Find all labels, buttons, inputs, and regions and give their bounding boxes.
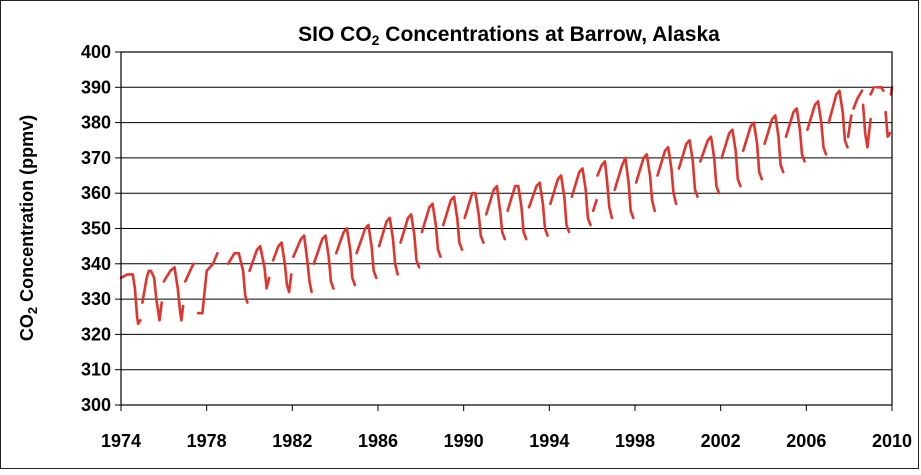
co2-series-segment-34 [827, 89, 849, 149]
y-tick-label: 320 [81, 324, 111, 344]
y-tick-labels: 300 310 320 330 340 350 360 370 380 390 400 [81, 42, 121, 415]
co2-series-segment-30 [741, 121, 764, 181]
co2-series-segment-22 [591, 199, 598, 213]
co2-series-segment-29 [720, 128, 742, 188]
co2-series-segment-19 [527, 181, 549, 237]
co2-series-segment-11 [355, 223, 378, 280]
co2-series-segment-28 [698, 135, 721, 195]
x-tick-label: 1978 [187, 431, 227, 451]
co2-series-segment-26 [656, 146, 678, 206]
y-tick-label: 380 [81, 113, 111, 133]
x-tick-label: 2010 [872, 431, 912, 451]
y-tick-label: 310 [81, 360, 111, 380]
y-tick-label: 390 [81, 77, 111, 97]
y-tick-label: 300 [81, 395, 111, 415]
x-tick-label: 1982 [272, 431, 312, 451]
co2-series-segment-2 [162, 265, 185, 322]
co2-series-segment-33 [806, 100, 828, 156]
co2-series-segment-27 [677, 139, 699, 198]
y-axis-label: CO2 Concentration (ppmv) [17, 115, 40, 341]
co2-series-segment-23 [596, 160, 614, 220]
x-tick-label: 1998 [615, 431, 655, 451]
co2-series-segment-18 [506, 184, 528, 241]
plot-area-border [120, 51, 893, 406]
series-lines [119, 86, 894, 326]
co2-series-segment-6 [248, 244, 271, 290]
co2-series-segment-38 [869, 86, 876, 96]
co2-series-segment-20 [549, 174, 571, 234]
co2-series-segment-9 [312, 234, 335, 290]
y-tick-label: 340 [81, 254, 111, 274]
chart-title: SIO CO2 Concentrations at Barrow, Alaska [298, 23, 720, 48]
co2-series-segment-3 [184, 262, 196, 283]
co2-series-segment-13 [399, 213, 421, 269]
co2-series-segment-1 [141, 269, 163, 322]
co2-series-segment-8 [292, 234, 313, 294]
co2-series-segment-10 [334, 227, 357, 287]
co2-series-segment-32 [784, 107, 806, 163]
y-tick-label: 330 [81, 289, 111, 309]
co2-series-segment-35 [846, 114, 853, 138]
y-tick-label: 370 [81, 148, 111, 168]
x-tick-label: 1986 [358, 431, 398, 451]
co2-series-segment-15 [441, 195, 464, 251]
co2-series-segment-24 [613, 156, 635, 220]
co2-series-segment-40 [884, 110, 892, 138]
co2-series-segment-39 [875, 86, 885, 93]
co2-series-segment-12 [377, 216, 400, 276]
y-tick-label: 350 [81, 219, 111, 239]
co2-series-segment-0 [119, 273, 142, 326]
co2-series-segment-17 [484, 184, 507, 241]
x-tick-label: 2006 [786, 431, 826, 451]
co2-series-segment-31 [763, 114, 785, 174]
co2-series-segment-36 [852, 89, 864, 110]
co2-series-segment-7 [271, 241, 293, 294]
y-tick-label: 400 [81, 42, 111, 62]
x-tick-labels: 1974 1978 1982 1986 1990 1994 1998 2002 2006 2010 [101, 405, 912, 451]
x-tick-label: 2002 [701, 431, 741, 451]
co2-series-segment-37 [861, 103, 872, 149]
gridlines [121, 51, 892, 406]
co2-series-segment-14 [420, 202, 442, 258]
x-tick-label: 1974 [101, 431, 141, 451]
x-tick-label: 1994 [529, 431, 569, 451]
co2-series-segment-25 [634, 153, 657, 213]
co2-series-segment-16 [463, 191, 485, 244]
x-tick-label: 1990 [444, 431, 484, 451]
co2-series-segment-5 [226, 251, 249, 304]
co2-series-segment-21 [570, 167, 592, 227]
co2-series-segment-4 [196, 251, 219, 315]
y-tick-label: 360 [81, 183, 111, 203]
